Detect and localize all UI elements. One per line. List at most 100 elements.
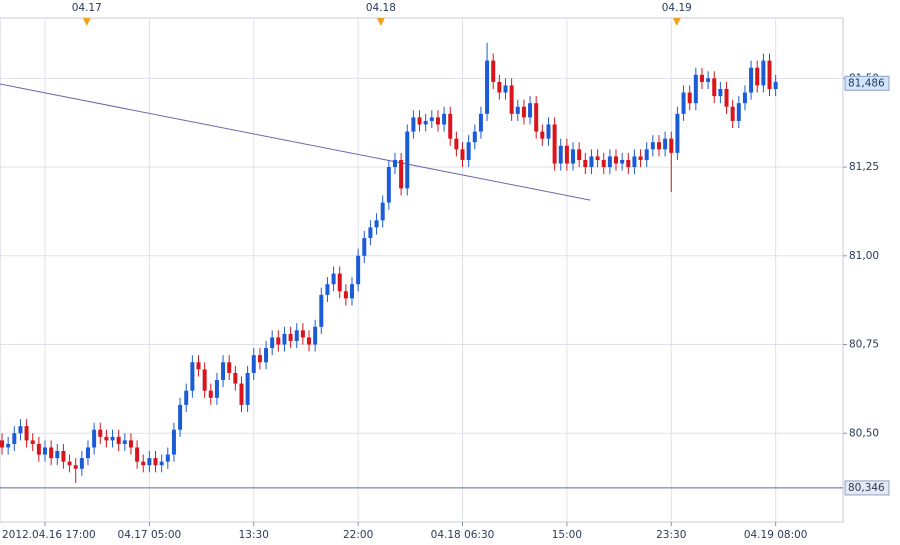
candle-body	[491, 60, 496, 82]
candle-body	[399, 159, 404, 189]
candle-body	[214, 380, 219, 398]
date-marker-label: 04.19	[662, 2, 692, 14]
candle-body	[0, 440, 5, 448]
candle-body	[85, 447, 90, 459]
candle-body	[699, 74, 704, 82]
candle-body	[104, 436, 109, 441]
candle-body	[460, 149, 465, 160]
candle-body	[558, 145, 563, 164]
candle-body	[497, 81, 502, 93]
candle-body	[227, 362, 232, 373]
candle-body	[386, 167, 391, 203]
candle-body	[638, 156, 643, 160]
candle-body	[245, 372, 250, 405]
candle-body	[761, 60, 766, 86]
candle-body	[675, 113, 680, 153]
candle-body	[270, 337, 275, 349]
candle-body	[153, 458, 158, 466]
date-marker	[672, 18, 681, 26]
candle-body	[196, 362, 201, 370]
candle-body	[632, 156, 637, 168]
candle-body	[55, 451, 60, 459]
candle-body	[589, 156, 594, 168]
x-tick-label: 04.18 06:30	[431, 529, 495, 541]
candle-body	[620, 159, 625, 164]
x-tick-label: 23:30	[656, 529, 686, 541]
candle-body	[349, 284, 354, 299]
candle-body	[30, 440, 35, 444]
x-tick-label: 15:00	[552, 529, 582, 541]
candle-body	[693, 74, 698, 104]
plot-area	[0, 17, 844, 523]
candle-body	[595, 156, 600, 160]
candle-body	[319, 294, 324, 327]
candle-body	[552, 124, 557, 164]
candle-body	[583, 159, 588, 168]
candle-body	[331, 273, 336, 285]
candle-body	[392, 159, 397, 168]
candle-body	[755, 67, 760, 86]
x-tick-label: 2012.04.16 17:00	[2, 529, 96, 541]
candle-body	[178, 404, 183, 430]
candle-body	[171, 429, 176, 455]
candle-body	[98, 429, 103, 437]
date-marker	[82, 18, 91, 26]
candle-body	[429, 117, 434, 121]
date-marker-label: 04.17	[72, 2, 102, 14]
candle-body	[607, 156, 612, 168]
candle-body	[521, 106, 526, 118]
candle-body	[116, 436, 121, 444]
candle-body	[528, 103, 533, 118]
candle-body	[147, 458, 152, 466]
candle-body	[24, 426, 29, 441]
candle-body	[110, 436, 115, 441]
candle-body	[337, 273, 342, 292]
candle-body	[43, 447, 48, 455]
candle-body	[159, 461, 164, 466]
candle-body	[122, 440, 127, 444]
candle-body	[257, 355, 262, 363]
candle-body	[571, 149, 576, 164]
candle-body	[742, 92, 747, 104]
candle-body	[503, 85, 508, 93]
candle-body	[61, 451, 66, 462]
date-marker	[376, 18, 385, 26]
candle-body	[724, 88, 729, 107]
candle-body	[656, 142, 661, 150]
candle-body	[356, 255, 361, 285]
candle-body	[405, 131, 410, 189]
candle-body	[36, 443, 41, 455]
candle-body	[307, 337, 312, 345]
candle-body	[478, 113, 483, 132]
candle-body	[730, 106, 735, 121]
y-tick-label: 81,25	[849, 161, 879, 173]
date-marker-label: 04.18	[366, 2, 396, 14]
candle-body	[706, 78, 711, 82]
candle-body	[736, 103, 741, 121]
candle-body	[577, 149, 582, 160]
candle-body	[208, 390, 213, 398]
candle-body	[614, 156, 619, 164]
candle-body	[601, 159, 606, 168]
candle-body	[534, 103, 539, 132]
y-tick-label: 81,00	[849, 250, 879, 262]
candle-body	[165, 454, 170, 462]
candle-body	[288, 333, 293, 341]
candle-body	[712, 78, 717, 97]
candle-body	[515, 106, 520, 114]
candle-body	[472, 131, 477, 143]
candle-body	[18, 426, 23, 434]
candle-body	[681, 92, 686, 114]
candle-body	[718, 88, 723, 97]
candle-body	[313, 326, 318, 345]
horizontal-line-label: 80,346	[848, 482, 885, 494]
y-tick-label: 80,75	[849, 339, 879, 351]
candle-body	[202, 369, 207, 391]
candle-body	[239, 383, 244, 405]
candle-body	[184, 390, 189, 405]
candle-body	[644, 149, 649, 160]
candle-body	[73, 465, 78, 469]
candle-body	[687, 92, 692, 104]
price-marker-box	[844, 75, 890, 91]
candle-body	[368, 227, 373, 239]
